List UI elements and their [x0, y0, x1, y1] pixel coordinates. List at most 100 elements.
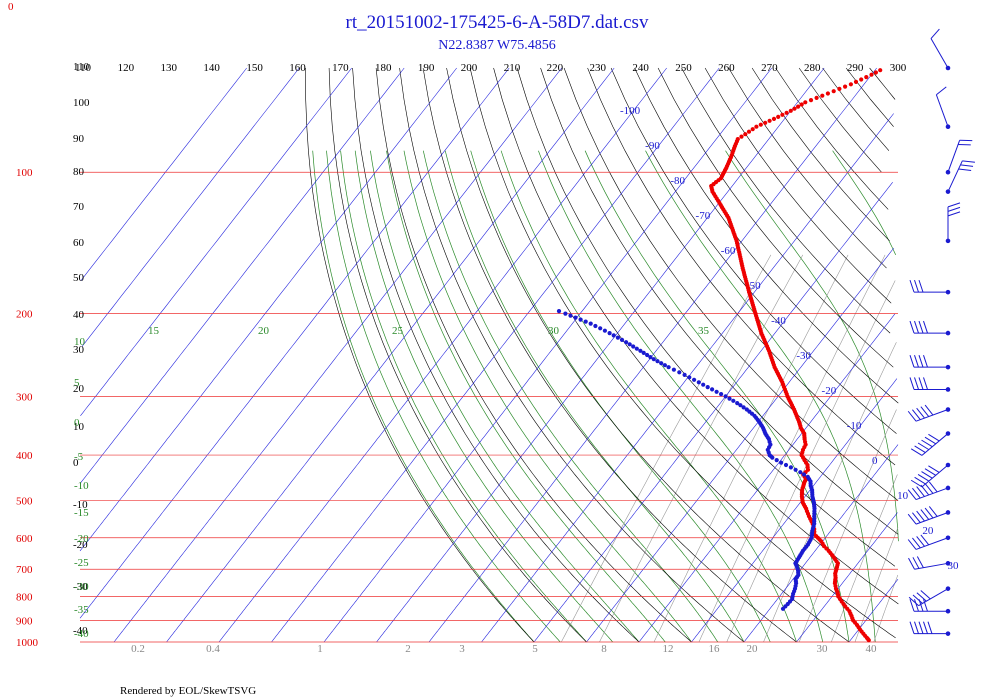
isotherm-label: 20: [922, 525, 934, 537]
dry-adiabat-label: 10: [73, 421, 85, 433]
wind-barb-feather: [920, 534, 930, 546]
dewpoint-point: [615, 335, 621, 340]
dewpoint-point: [641, 350, 646, 355]
pressure-label: 300: [16, 391, 33, 403]
isotherm-label: -20: [822, 385, 837, 397]
wind-barb-feather: [914, 279, 919, 293]
wind-barb-feather: [908, 557, 915, 570]
pressure-label: 400: [16, 450, 33, 462]
moist-adiabat: [354, 150, 614, 643]
top-temperature-label: 110: [75, 62, 92, 74]
pressure-label: 700: [16, 564, 33, 576]
wind-barb-feather: [907, 513, 917, 525]
dry-adiabat: [869, 67, 896, 100]
mixing-ratio-label: 0.2: [131, 643, 145, 655]
moist-adiabat: [422, 150, 719, 643]
dewpoint-point: [705, 385, 710, 390]
wind-barb-feather: [912, 409, 921, 420]
top-temperature-label: 150: [246, 62, 263, 74]
wind-barb-feather: [924, 404, 934, 416]
mixing-ratio-line: [831, 474, 898, 643]
dewpoint-point: [727, 396, 732, 401]
moist-adiabat-label: 35: [698, 325, 710, 337]
moist-adiabat: [326, 150, 561, 643]
wind-barb-feather: [924, 507, 934, 519]
wind-barb-staff: [915, 487, 949, 501]
dewpoint-point: [659, 361, 664, 366]
isotherm-label: -70: [696, 210, 711, 222]
dewpoint-point: [723, 394, 728, 399]
temperature-point: [814, 95, 819, 100]
wind-barb-feather: [909, 320, 915, 334]
dewpoint-point: [638, 348, 643, 353]
dewpoint-point: [607, 331, 612, 336]
isotherm: [796, 512, 898, 643]
dewpoint-point: [719, 392, 724, 397]
temperature-point: [763, 120, 768, 125]
dry-adiabat-label: 30: [73, 344, 85, 356]
isotherm: [481, 113, 894, 643]
wind-barb-feather: [909, 355, 915, 368]
dewpoint-point: [692, 377, 697, 382]
temperature-point: [743, 132, 748, 137]
dry-adiabat-label: 100: [73, 97, 90, 109]
wind-barb-feather: [947, 202, 961, 208]
mixing-ratio-label: 3: [459, 643, 465, 655]
wind-barb-feather: [930, 28, 940, 39]
dry-adiabat: [845, 67, 894, 127]
isotherm: [271, 67, 720, 643]
mixing-ratio-line: [653, 254, 849, 643]
chart-title: rt_20151002-175425-6-A-58D7.dat.csv: [346, 12, 649, 33]
dewpoint-point: [671, 367, 677, 372]
wind-barb-feather: [916, 510, 925, 522]
moist-adiabat: [312, 150, 535, 643]
wind-barb-feather: [914, 445, 926, 453]
wind-barb-feather: [924, 468, 937, 476]
temperature-point: [758, 122, 763, 127]
wind-barb-feather: [917, 474, 930, 482]
isotherm: [79, 67, 457, 552]
dewpoint-point: [556, 309, 562, 314]
dewpoint-point: [788, 465, 794, 470]
wind-barb-feather: [947, 206, 961, 212]
mixing-ratio-line: [599, 254, 804, 643]
dry-adiabat-label: 70: [73, 201, 85, 213]
dry-adiabat: [563, 67, 899, 501]
dewpoint-point: [805, 474, 810, 479]
dewpoint-point: [798, 470, 803, 475]
wind-barb-feather: [927, 621, 933, 634]
wind-barb-staff: [918, 588, 949, 607]
top-temperature-label: 180: [375, 62, 392, 74]
wind-barb-feather: [923, 377, 928, 390]
wind-barb-feather: [928, 506, 938, 517]
moist-adiabat-label: 20: [258, 325, 270, 337]
dry-adiabat: [822, 67, 890, 151]
dry-adiabat: [681, 67, 891, 334]
moist-adiabat-label: -35: [74, 604, 89, 616]
wind-barb-feather: [914, 621, 919, 634]
dry-adiabat: [375, 67, 692, 643]
wind-barb-feather: [960, 164, 974, 167]
dewpoint-point: [619, 337, 625, 342]
dewpoint-point: [677, 370, 682, 375]
isotherm: [218, 67, 667, 643]
wind-barb-feather: [947, 211, 961, 217]
isotherm: [79, 67, 510, 619]
dry-adiabat: [657, 67, 894, 368]
chart-subtitle: N22.8387 W75.4856: [438, 38, 556, 53]
pressure-label: 1000: [16, 637, 39, 649]
mixing-ratio-label: 30: [817, 643, 829, 655]
wind-barb-feather: [918, 355, 924, 368]
moist-adiabat-label: 10: [74, 336, 86, 348]
moist-adiabat-label: 30: [548, 325, 560, 337]
top-temperature-label: 130: [161, 62, 178, 74]
temperature-point: [808, 98, 814, 103]
dry-adiabat-label: 110: [73, 61, 90, 73]
top-temperature-label: 300: [890, 62, 907, 74]
top-temperature-label: 140: [203, 62, 220, 74]
mixing-ratio-line: [561, 254, 772, 643]
isotherm-label: 0: [872, 455, 878, 467]
dewpoint-point: [648, 355, 653, 360]
dry-adiabat-label: 50: [73, 272, 85, 284]
wind-barb-feather: [920, 509, 930, 520]
